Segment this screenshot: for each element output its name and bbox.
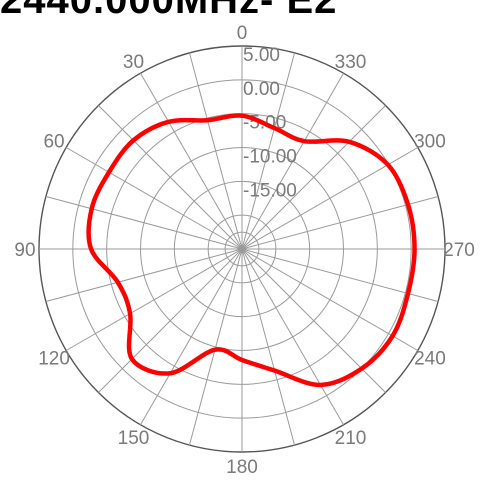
angle-tick-label: 30 — [123, 52, 144, 73]
tick-labels: 0 30 60 90 120 150 180 210 240 270 300 330 5.00 0.00 -… — [14, 23, 474, 478]
grid-spoke — [65, 147, 243, 250]
grid-spoke — [98, 105, 243, 250]
grid-spoke — [241, 105, 386, 250]
angle-tick-label: 210 — [335, 428, 367, 449]
series-layer — [86, 113, 417, 388]
radial-tick-label: -10.00 — [243, 147, 297, 168]
angle-tick-label: 60 — [43, 132, 64, 153]
grid-spoke — [45, 248, 243, 303]
angle-tick-label: 270 — [443, 240, 475, 261]
radial-tick-label: 5.00 — [243, 45, 280, 66]
radial-tick-label: -15.00 — [243, 180, 297, 201]
chart-title: 2440.000MHz- E2 — [0, 0, 338, 22]
polar-grid — [38, 45, 446, 453]
grid-spoke — [140, 72, 243, 250]
angle-tick-label: 300 — [414, 132, 446, 153]
grid-spoke — [241, 248, 296, 446]
angle-tick-label: 180 — [226, 457, 258, 478]
grid-spoke — [45, 195, 243, 250]
grid-spoke — [241, 248, 439, 303]
grid-spoke — [241, 52, 296, 250]
grid-spoke — [241, 72, 344, 250]
angle-tick-label: 0 — [237, 23, 248, 44]
angle-tick-label: 240 — [414, 349, 446, 370]
grid-spoke — [241, 248, 419, 351]
grid-spoke — [140, 248, 243, 426]
grid-spoke — [65, 248, 243, 351]
angle-tick-label: 120 — [38, 349, 70, 370]
grid-spoke — [188, 52, 243, 250]
angle-tick-label: 330 — [335, 52, 367, 73]
radial-tick-label: 0.00 — [243, 79, 280, 100]
grid-spoke — [98, 248, 243, 393]
angle-tick-label: 150 — [118, 428, 150, 449]
grid-spoke — [241, 248, 344, 426]
angle-tick-label: 90 — [14, 240, 35, 261]
grid-spoke — [188, 248, 243, 446]
grid-spoke — [241, 248, 386, 393]
grid-spoke — [241, 195, 439, 250]
